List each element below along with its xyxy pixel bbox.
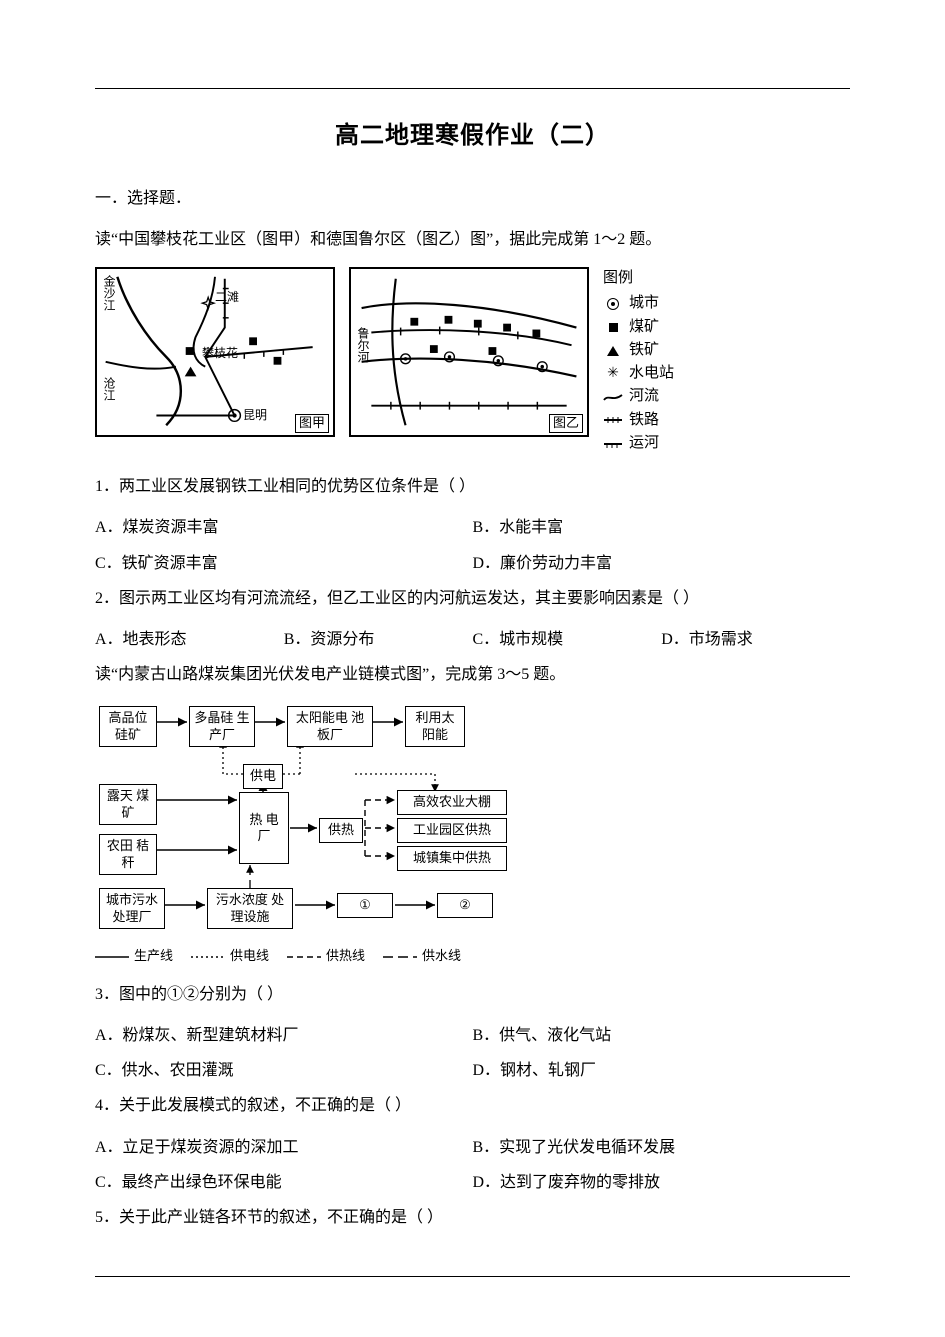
node-sewage-plant: 城市污水 处理厂: [99, 888, 165, 929]
node-circle-2: ②: [437, 893, 493, 917]
map-label-ertan: 二滩: [215, 291, 239, 303]
node-park-heat: 工业园区供热: [397, 818, 507, 842]
node-sewage-conc: 污水浓度 处理设施: [207, 888, 293, 929]
map-label-cangjiang: 沧江: [103, 377, 115, 401]
legend-prod: 生产线: [134, 942, 173, 971]
node-solar-panel: 太阳能电 池板厂: [287, 706, 373, 747]
q4-option-c: C．最终产出绿色环保电能: [95, 1165, 473, 1200]
coal-icon: [603, 319, 623, 335]
legend-water: 供水线: [422, 942, 461, 971]
flow-legend: 生产线 供电线 供热线 供水线: [95, 942, 555, 971]
q4-option-b: B．实现了光伏发电循环发展: [473, 1130, 851, 1165]
node-silicon-ore: 高品位 硅矿: [99, 706, 157, 747]
q3-option-a: A．粉煤灰、新型建筑材料厂: [95, 1018, 473, 1053]
q3-stem: 3．图中的①②分别为（ ）: [95, 977, 850, 1012]
q2-options: A．地表形态 B．资源分布 C．城市规模 D．市场需求: [95, 622, 850, 657]
node-open-coal: 露天 煤矿: [99, 784, 157, 825]
q2-option-a: A．地表形态: [95, 622, 284, 657]
river-icon: [603, 389, 623, 405]
q4-options-row2: C．最终产出绿色环保电能 D．达到了废弃物的零排放: [95, 1165, 850, 1200]
legend-canal: 运河: [629, 432, 659, 455]
node-supply-heat: 供热: [319, 818, 363, 842]
bottom-horizontal-rule: [95, 1276, 850, 1277]
city-icon: [603, 296, 623, 312]
q3-options-row2: C．供水、农田灌溉 D．钢材、轧钢厂: [95, 1053, 850, 1088]
legend-heat: 供热线: [326, 942, 365, 971]
hydro-icon: ✳: [603, 366, 623, 382]
map-label-kunming: 昆明: [243, 409, 267, 421]
maps-row: 金沙江 二滩 攀枝花 沧江 昆明 图甲: [95, 267, 850, 455]
node-poly-si: 多晶硅 生产厂: [189, 706, 255, 747]
legend-rail: 铁路: [629, 409, 659, 432]
q4-stem: 4．关于此发展模式的叙述，不正确的是（ ）: [95, 1088, 850, 1123]
canal-icon: [603, 436, 623, 452]
industry-chain-diagram: 高品位 硅矿 多晶硅 生产厂 太阳能电 池板厂 利用太 阳能 供电 露天 煤矿 …: [95, 700, 555, 971]
q1-option-c: C．铁矿资源丰富: [95, 546, 473, 581]
legend-city: 城市: [629, 292, 659, 315]
section-heading: 一．选择题．: [95, 181, 850, 216]
q4-option-a: A．立足于煤炭资源的深加工: [95, 1130, 473, 1165]
page-title: 高二地理寒假作业（二）: [95, 110, 850, 163]
q3-option-d: D．钢材、轧钢厂: [473, 1053, 851, 1088]
top-horizontal-rule: [95, 88, 850, 89]
q1-options-row2: C．铁矿资源丰富 D．廉价劳动力丰富: [95, 546, 850, 581]
node-thermal-plant: 热 电 厂: [239, 792, 289, 864]
q1-stem: 1．两工业区发展钢铁工业相同的优势区位条件是（ ）: [95, 469, 850, 504]
q1-option-d: D．廉价劳动力丰富: [473, 546, 851, 581]
q2-option-b: B．资源分布: [284, 622, 473, 657]
map-label-panzhihua: 攀枝花: [202, 347, 238, 359]
q5-stem: 5．关于此产业链各环节的叙述，不正确的是（ ）: [95, 1200, 850, 1235]
legend-elec: 供电线: [230, 942, 269, 971]
map-a-caption: 图甲: [295, 414, 329, 433]
node-use-solar: 利用太 阳能: [405, 706, 465, 747]
q4-options-row1: A．立足于煤炭资源的深加工 B．实现了光伏发电循环发展: [95, 1130, 850, 1165]
node-town-heat: 城镇集中供热: [397, 846, 507, 870]
q4-option-d: D．达到了废弃物的零排放: [473, 1165, 851, 1200]
q1-option-b: B．水能丰富: [473, 510, 851, 545]
q3-option-b: B．供气、液化气站: [473, 1018, 851, 1053]
q3-option-c: C．供水、农田灌溉: [95, 1053, 473, 1088]
legend-hydro: 水电站: [629, 362, 674, 385]
map-label-ruhr: 鲁尔河: [357, 327, 369, 363]
map-b-caption: 图乙: [549, 414, 583, 433]
node-greenhouse: 高效农业大棚: [397, 790, 507, 814]
iron-icon: [603, 343, 623, 359]
legend-iron: 铁矿: [629, 339, 659, 362]
q2-option-c: C．城市规模: [473, 622, 662, 657]
map-label-jinsha: 金沙江: [103, 275, 115, 311]
legend-title: 图例: [603, 267, 674, 290]
q3-options-row1: A．粉煤灰、新型建筑材料厂 B．供气、液化气站: [95, 1018, 850, 1053]
legend-river: 河流: [629, 385, 659, 408]
map-legend: 图例 城市 煤矿 铁矿 ✳ 水电站 河流 铁路 运河: [603, 267, 674, 455]
node-circle-1: ①: [337, 893, 393, 917]
q1-options-row1: A．煤炭资源丰富 B．水能丰富: [95, 510, 850, 545]
q2-option-d: D．市场需求: [661, 622, 850, 657]
node-straw: 农田 秸秆: [99, 834, 157, 875]
map-panzhihua: 金沙江 二滩 攀枝花 沧江 昆明 图甲: [95, 267, 335, 437]
q1-option-a: A．煤炭资源丰富: [95, 510, 473, 545]
map-ruhr: 鲁尔河 图乙: [349, 267, 589, 437]
rail-icon: [603, 412, 623, 428]
legend-coal: 煤矿: [629, 316, 659, 339]
node-supply-elec: 供电: [243, 764, 283, 788]
flow-intro-text: 读“内蒙古山路煤炭集团光伏发电产业链模式图”，完成第 3～5 题。: [95, 657, 850, 692]
map-ruhr-svg: [351, 269, 587, 435]
q2-stem: 2．图示两工业区均有河流流经，但乙工业区的内河航运发达，其主要影响因素是（ ）: [95, 581, 850, 616]
maps-intro-text: 读“中国攀枝花工业区（图甲）和德国鲁尔区（图乙）图”，据此完成第 1～2 题。: [95, 222, 850, 257]
